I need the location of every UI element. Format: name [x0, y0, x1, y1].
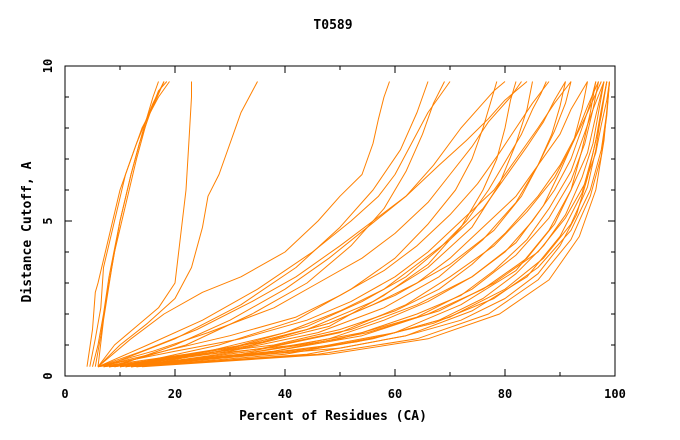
series-line-model-16: [103, 81, 605, 368]
y-tick-label: 5: [41, 217, 55, 224]
series-line-model-19: [108, 81, 597, 368]
x-tick-label: 20: [168, 387, 182, 401]
series-line-model-40: [141, 81, 610, 368]
series-line-model-01: [86, 81, 165, 367]
series-line-model-29: [136, 81, 566, 368]
series-line-model-22: [114, 81, 528, 368]
x-tick-label: 80: [498, 387, 512, 401]
y-axis-label: Distance Cutoff, A: [20, 161, 35, 302]
series-line-model-34: [119, 81, 572, 368]
series-line-model-12: [97, 81, 550, 368]
series-layer: [86, 81, 610, 368]
series-line-model-23: [119, 81, 498, 368]
series-line-model-38: [130, 81, 608, 368]
chart-title: T0589: [313, 18, 352, 33]
axis-ticks: 0 20 40 60 80 100 0 5 10: [41, 59, 626, 401]
series-line-model-32: [103, 81, 429, 368]
series-line-model-13: [97, 81, 572, 368]
x-axis-label: Percent of Residues (CA): [239, 409, 427, 424]
x-tick-label: 60: [388, 387, 402, 401]
series-line-model-37: [130, 81, 597, 368]
series-line-model-08: [97, 81, 390, 368]
series-line-model-35: [119, 81, 599, 368]
series-line-model-31: [108, 81, 445, 368]
series-line-model-36: [125, 81, 610, 368]
series-line-model-07: [97, 81, 258, 368]
series-line-model-04: [94, 81, 168, 367]
series-line-model-09: [97, 81, 451, 368]
series-line-model-24: [119, 81, 517, 368]
series-line-model-26: [125, 81, 605, 368]
series-line-model-21: [114, 81, 547, 368]
x-tick-label: 0: [61, 387, 68, 401]
series-line-model-11: [97, 81, 522, 368]
series-line-model-06: [97, 81, 192, 368]
series-line-model-25: [125, 81, 602, 368]
series-line-model-15: [103, 81, 599, 368]
x-tick-label: 40: [278, 387, 292, 401]
x-tick-label: 100: [604, 387, 626, 401]
series-line-model-05: [97, 81, 165, 367]
y-tick-label: 0: [41, 372, 55, 379]
series-line-model-10: [97, 81, 506, 368]
series-line-model-33: [114, 81, 533, 368]
series-line-model-28: [130, 81, 588, 368]
y-tick-label: 10: [41, 59, 55, 73]
